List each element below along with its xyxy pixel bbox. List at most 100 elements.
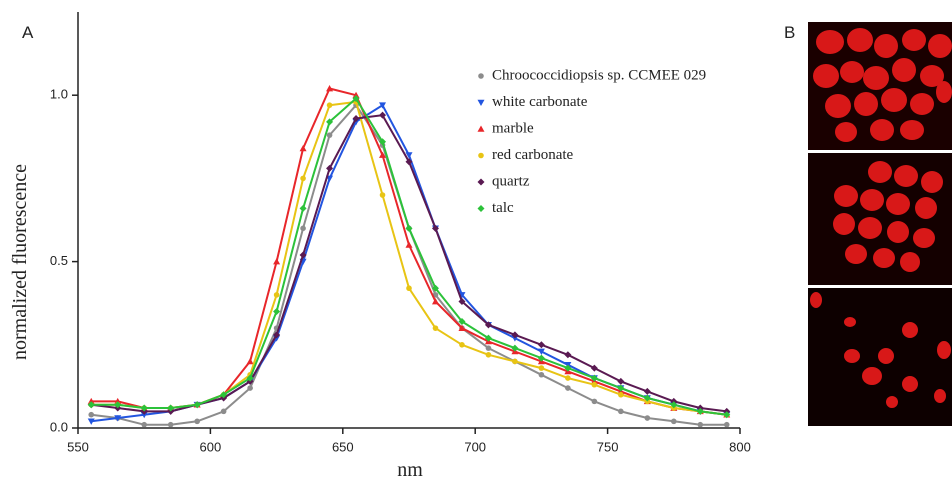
point — [352, 91, 360, 98]
legend-marker — [477, 205, 485, 212]
point — [246, 357, 254, 365]
point — [141, 421, 147, 428]
point — [299, 251, 307, 259]
legend-marker — [477, 178, 485, 186]
point — [246, 374, 254, 382]
point — [537, 354, 545, 362]
point — [670, 401, 678, 409]
point — [723, 411, 731, 419]
point — [565, 385, 571, 391]
point — [167, 404, 175, 412]
point — [590, 374, 598, 382]
point — [326, 102, 333, 108]
x-tick-label: 750 — [597, 439, 619, 454]
point — [194, 418, 200, 425]
point — [723, 421, 730, 428]
point — [564, 351, 572, 359]
point — [484, 334, 492, 342]
point — [590, 364, 598, 372]
y-axis-label: normalized fluorescence — [9, 164, 31, 360]
point — [300, 175, 306, 182]
point — [405, 224, 413, 232]
point — [511, 335, 519, 342]
point — [326, 118, 334, 126]
point — [379, 192, 386, 198]
point — [671, 418, 677, 425]
legend-label: Chroococcidiopsis sp. CCMEE 029 — [492, 67, 706, 83]
point — [326, 164, 334, 172]
point — [405, 241, 413, 248]
point — [405, 152, 413, 159]
panel-label: B — [784, 23, 795, 42]
point — [618, 408, 624, 415]
panel-label: A — [22, 23, 34, 42]
y-tick-label: 0.0 — [50, 419, 68, 434]
point — [326, 85, 334, 92]
point — [511, 331, 519, 339]
series-line — [91, 97, 727, 416]
point — [617, 377, 625, 385]
point — [220, 391, 228, 399]
x-tick-label: 700 — [464, 439, 486, 454]
point — [299, 204, 307, 212]
point — [459, 342, 465, 348]
point — [273, 292, 280, 298]
x-tick-label: 800 — [729, 439, 751, 454]
point — [140, 411, 148, 419]
legend-label: marble — [492, 120, 534, 136]
micrographs — [808, 22, 952, 426]
point — [617, 384, 625, 392]
x-axis-label: nm — [397, 459, 423, 481]
point — [643, 394, 651, 402]
point — [538, 371, 545, 378]
point — [379, 102, 387, 109]
point — [273, 258, 281, 265]
point — [537, 341, 545, 349]
point — [511, 344, 519, 352]
point — [565, 375, 571, 381]
legend-marker — [477, 99, 485, 106]
point — [564, 364, 572, 372]
point — [591, 398, 598, 405]
point — [537, 348, 545, 355]
point — [406, 285, 412, 292]
y-tick-label: 0.5 — [50, 253, 68, 268]
point — [458, 324, 466, 331]
point — [379, 151, 387, 158]
point — [273, 308, 281, 316]
point — [643, 387, 651, 395]
point — [431, 298, 439, 305]
point — [405, 158, 413, 166]
x-tick-label: 650 — [332, 439, 354, 454]
point — [485, 351, 492, 358]
point — [220, 408, 227, 415]
legend-marker — [478, 73, 484, 79]
point — [618, 391, 624, 398]
point — [431, 284, 439, 292]
x-tick-label: 550 — [67, 439, 89, 454]
point — [114, 415, 122, 422]
legend-label: red carbonate — [492, 147, 574, 163]
point — [696, 407, 704, 415]
point — [247, 385, 253, 391]
point — [326, 132, 333, 138]
point — [512, 358, 518, 365]
point — [87, 401, 95, 409]
point — [644, 415, 651, 421]
point — [485, 345, 492, 351]
point — [432, 325, 439, 331]
point — [379, 111, 387, 119]
x-tick-label: 600 — [200, 439, 222, 454]
point — [697, 421, 704, 428]
legend-label: talc — [492, 200, 514, 216]
point — [273, 331, 281, 339]
legend-marker — [478, 152, 484, 159]
legend-label: quartz — [492, 173, 530, 189]
point — [299, 144, 307, 152]
point — [379, 138, 387, 146]
point — [458, 318, 466, 326]
point — [114, 401, 122, 409]
point — [431, 224, 439, 232]
point — [352, 114, 360, 122]
